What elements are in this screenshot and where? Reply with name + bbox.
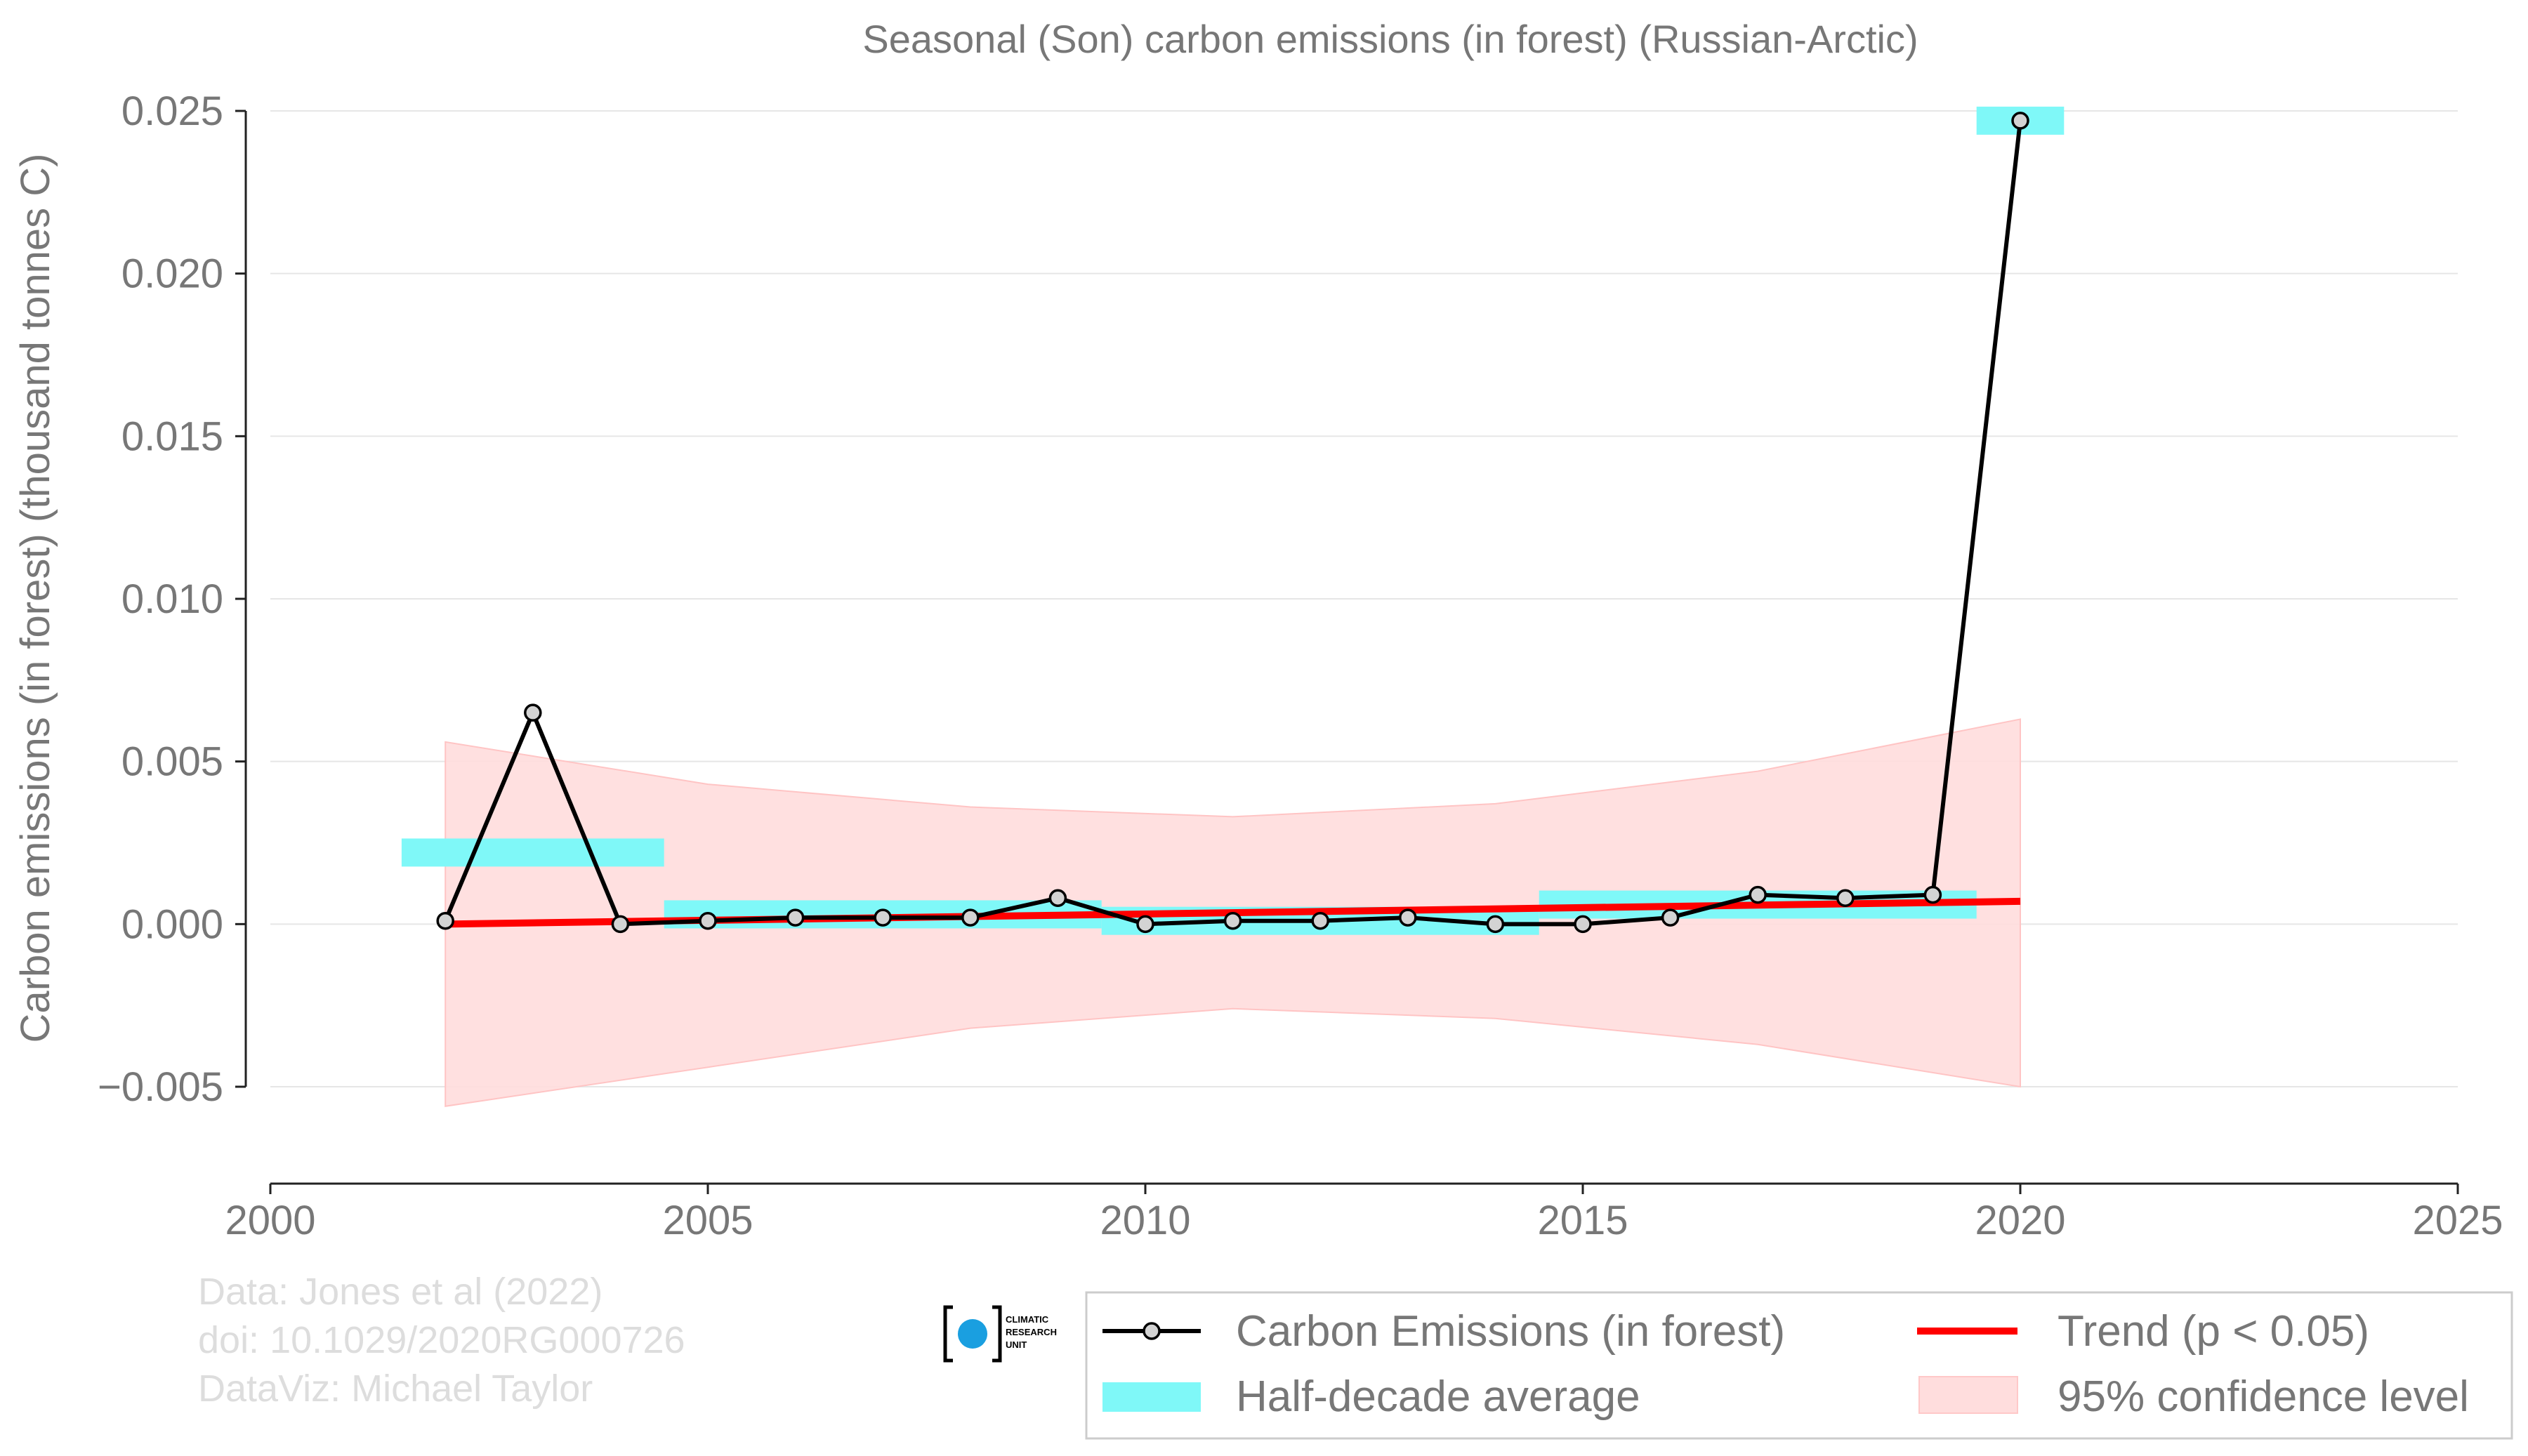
credit-doi: doi: 10.1029/2020RG000726 bbox=[198, 1319, 685, 1361]
legend-ci-swatch bbox=[1918, 1376, 2018, 1414]
cru-logo: CLIMATIC RESEARCH UNIT bbox=[943, 1305, 1057, 1363]
y-tick-label: 0.025 bbox=[121, 88, 223, 134]
emissions-point bbox=[611, 915, 630, 934]
emissions-point bbox=[1136, 915, 1154, 934]
emissions-point bbox=[524, 703, 542, 722]
emissions-point bbox=[1048, 889, 1067, 908]
emissions-series-layer bbox=[436, 112, 2029, 934]
x-ticks: 2000 2005 2010 2015 2020 2025 bbox=[225, 1184, 2503, 1243]
emissions-point bbox=[1574, 915, 1592, 934]
logo-bracket-left bbox=[943, 1305, 953, 1363]
emissions-point bbox=[699, 911, 717, 930]
x-tick-label: 2025 bbox=[2412, 1198, 2503, 1243]
legend: Carbon Emissions (in forest) Trend (p < … bbox=[1085, 1291, 2513, 1440]
legend-ci-label: 95% confidence level bbox=[2058, 1372, 2469, 1421]
legend-emissions-marker bbox=[1143, 1322, 1161, 1340]
y-tick-label: 0.015 bbox=[121, 413, 223, 459]
credit-dataviz: DataViz: Michael Taylor bbox=[198, 1368, 593, 1410]
legend-average-label: Half-decade average bbox=[1236, 1372, 1640, 1421]
emissions-point bbox=[1223, 911, 1242, 930]
y-tick-label: −0.005 bbox=[98, 1064, 223, 1110]
y-tick-label: 0.020 bbox=[121, 251, 223, 297]
x-tick-label: 2020 bbox=[1975, 1198, 2065, 1243]
emissions-point bbox=[1311, 911, 1329, 930]
logo-text-line1: CLIMATIC bbox=[1006, 1314, 1049, 1325]
emissions-point bbox=[2011, 112, 2029, 130]
x-tick-label: 2010 bbox=[1100, 1198, 1190, 1243]
y-tick-label: 0.010 bbox=[121, 576, 223, 622]
y-tick-label: 0.000 bbox=[121, 901, 223, 947]
globe-icon bbox=[958, 1319, 987, 1349]
emissions-point bbox=[1749, 885, 1767, 904]
emissions-point bbox=[961, 908, 980, 927]
x-tick-label: 2000 bbox=[225, 1198, 315, 1243]
credit-data-source: Data: Jones et al (2022) bbox=[198, 1271, 603, 1313]
half-decade-average-layer bbox=[401, 106, 2065, 935]
emissions-point bbox=[786, 908, 805, 927]
x-tick-label: 2005 bbox=[662, 1198, 753, 1243]
emissions-point bbox=[436, 911, 454, 930]
emissions-point bbox=[1836, 889, 1855, 908]
emissions-point bbox=[1399, 908, 1417, 927]
emissions-point bbox=[1923, 885, 1942, 904]
y-tick-label: 0.005 bbox=[121, 739, 223, 785]
legend-trend-label: Trend (p < 0.05) bbox=[2058, 1307, 2369, 1356]
logo-text-line2: RESEARCH bbox=[1006, 1327, 1057, 1337]
emissions-point bbox=[1486, 915, 1505, 934]
logo-bracket-right bbox=[992, 1305, 1002, 1363]
chart-title: Seasonal (Son) carbon emissions (in fore… bbox=[862, 17, 1918, 61]
logo-text-line3: UNIT bbox=[1006, 1339, 1027, 1350]
legend-frame bbox=[1085, 1291, 2513, 1440]
y-ticks: −0.005 0.000 0.005 0.010 0.015 0.020 0.025 bbox=[98, 88, 246, 1110]
emissions-point bbox=[874, 908, 892, 927]
emissions-point bbox=[1661, 908, 1680, 927]
half-decade-bar bbox=[401, 838, 664, 867]
x-tick-label: 2015 bbox=[1537, 1198, 1628, 1243]
legend-average-swatch bbox=[1102, 1382, 1201, 1412]
credits: Data: Jones et al (2022) doi: 10.1029/20… bbox=[198, 1271, 685, 1410]
legend-emissions-label: Carbon Emissions (in forest) bbox=[1236, 1307, 1785, 1356]
y-axis-label: Carbon emissions (in forest) (thousand t… bbox=[13, 154, 58, 1043]
